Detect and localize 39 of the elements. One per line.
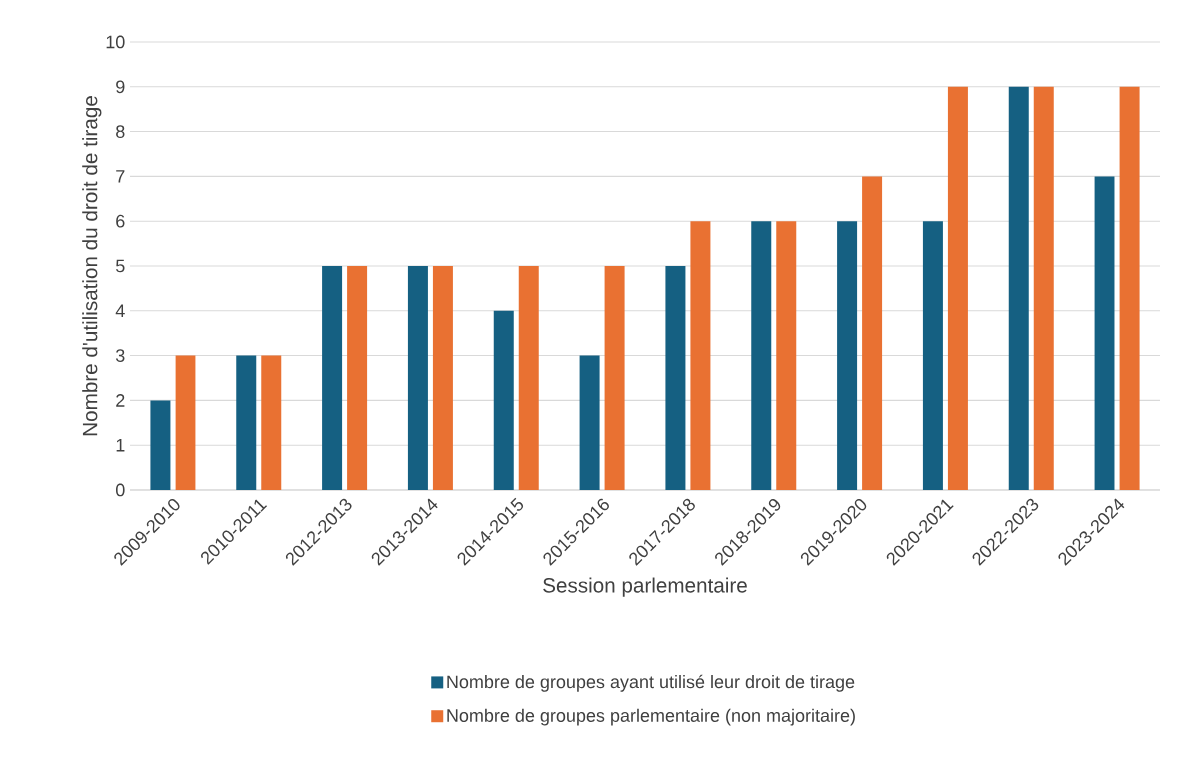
y-tick-label: 9	[116, 80, 125, 94]
bar	[1119, 86, 1140, 490]
bar	[322, 265, 343, 490]
bar	[261, 355, 282, 490]
y-tick-label: 2	[116, 394, 125, 407]
bar	[347, 265, 368, 490]
bar	[407, 265, 428, 490]
bar	[579, 355, 600, 490]
bar	[150, 400, 171, 490]
y-axis-title: Nombre d'utilisation du droit de tirage	[82, 96, 102, 436]
y-tick-label: 4	[115, 304, 125, 317]
bar	[518, 265, 539, 490]
bar	[493, 310, 514, 490]
y-tick-label: 5	[116, 259, 125, 273]
bar	[922, 221, 943, 490]
bar	[1033, 86, 1054, 490]
bar	[236, 355, 257, 490]
y-tick-label: 1	[116, 439, 125, 452]
legend-label: Nombre de groupes ayant utilisé leur droit de tirage	[447, 674, 855, 692]
bar	[1094, 176, 1115, 490]
y-tick-label: 8	[116, 125, 125, 138]
bar	[175, 355, 196, 490]
y-tick-label: 10	[106, 35, 125, 49]
bar	[776, 221, 797, 490]
bar	[604, 265, 625, 490]
bar	[1008, 86, 1029, 490]
y-tick-label: 7	[116, 170, 125, 183]
bar	[690, 221, 711, 490]
bar	[862, 176, 883, 490]
y-tick-label: 0	[116, 483, 125, 497]
bar	[751, 221, 772, 490]
bar	[665, 265, 686, 490]
x-axis-title: Session parlementaire	[543, 577, 747, 597]
bar	[947, 86, 968, 490]
bar	[837, 221, 858, 490]
y-tick-label: 3	[115, 349, 125, 362]
y-tick-label: 6	[116, 214, 125, 228]
legend-label: Nombre de groupes parlementaire (non majoritaire)	[447, 708, 855, 726]
bar	[432, 265, 453, 490]
